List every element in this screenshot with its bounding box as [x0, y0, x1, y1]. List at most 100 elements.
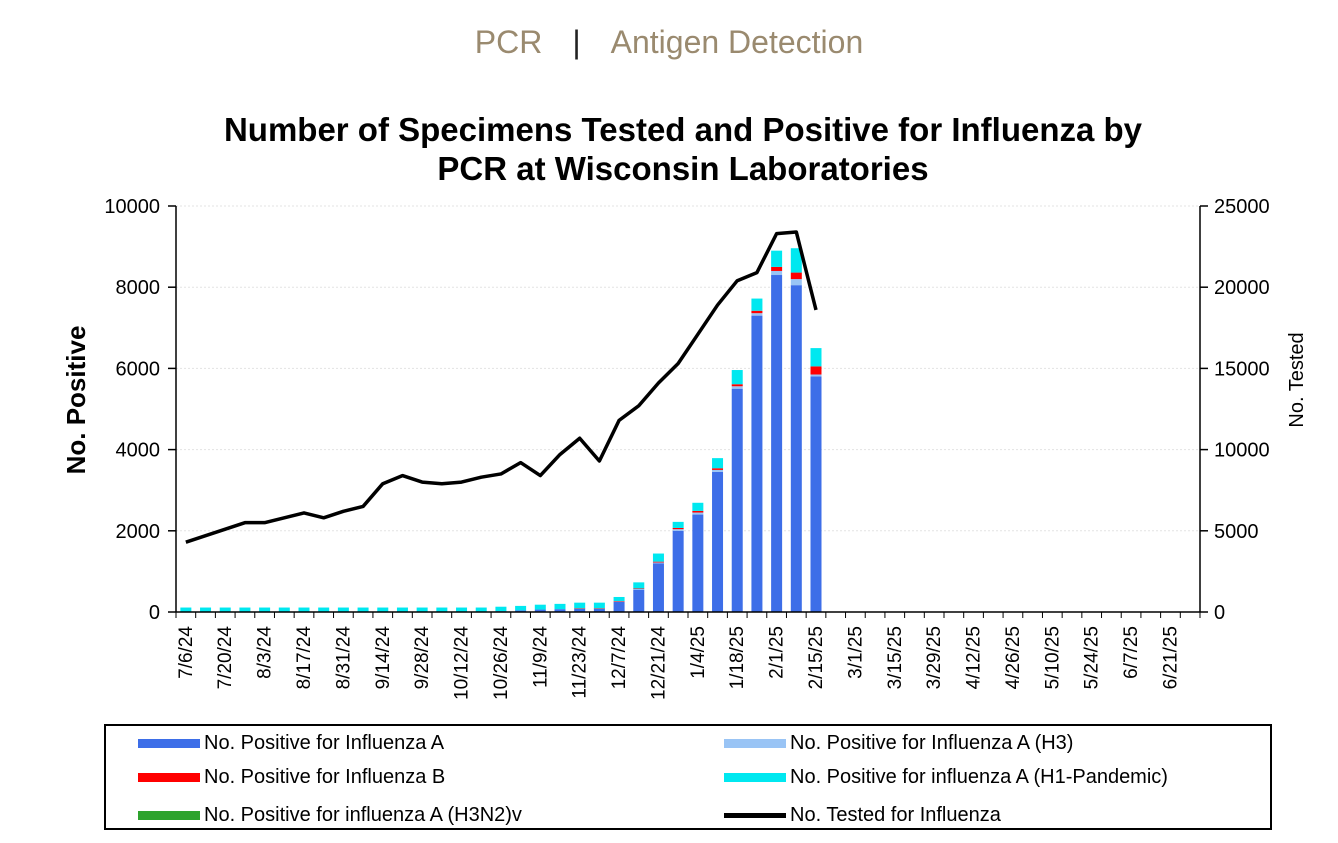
bar-flu_a_h1: [396, 607, 408, 612]
bar-flu_a_h1: [278, 607, 290, 612]
x-tick-label: 3/1/25: [845, 626, 866, 679]
chart-title-line1: Number of Specimens Tested and Positive …: [224, 111, 1143, 148]
y2-axis-label: No. Tested: [1286, 332, 1308, 427]
bar-flu_a: [534, 609, 546, 612]
bar-flu_a: [731, 388, 743, 612]
y-tick-label: 6000: [116, 358, 161, 380]
x-tick-label: 4/26/25: [1003, 626, 1024, 689]
bar-flu_a_h1: [692, 502, 704, 511]
y-tick-label: 10000: [104, 196, 160, 218]
bar-flu_a_h1: [200, 607, 212, 612]
bar-flu_a: [810, 376, 822, 612]
x-tick-label: 1/4/25: [688, 626, 709, 679]
y-tick-label: 0: [149, 602, 160, 624]
bar-flu_b: [633, 588, 645, 589]
legend-item-flu-b: No. Positive for Influenza B: [138, 766, 445, 789]
legend-swatch-flu-a-h1: [724, 773, 786, 782]
bar-flu_a_h1: [534, 604, 546, 610]
y2-tick-label: 25000: [1214, 196, 1270, 218]
bar-flu_a: [672, 530, 684, 612]
bar-flu_a_h1: [790, 248, 802, 273]
bar-flu_a_h1: [613, 596, 625, 602]
x-tick-label: 9/28/24: [412, 626, 433, 690]
x-tick-label: 12/21/24: [648, 626, 669, 700]
chart-title-line2: PCR at Wisconsin Laboratories: [437, 150, 928, 187]
bar-flu_b: [712, 468, 724, 470]
bar-flu_a_h1: [180, 607, 192, 612]
bar-flu_b: [613, 601, 625, 602]
bar-flu_a_h3: [633, 588, 645, 590]
bar-flu_b: [810, 366, 822, 375]
legend-label-flu-a-h1: No. Positive for influenza A (H1-Pandemi…: [790, 766, 1168, 788]
x-tick-label: 6/21/25: [1160, 626, 1181, 689]
bar-flu_a_h1: [771, 250, 783, 267]
bar-flu_a_h1: [731, 370, 743, 385]
bar-flu_a_h1: [712, 458, 724, 469]
x-tick-label: 1/18/25: [727, 626, 748, 689]
bar-flu_a_h1: [377, 607, 389, 612]
x-tick-label: 11/23/24: [570, 626, 591, 699]
x-tick-label: 2/15/25: [806, 626, 827, 689]
bar-flu_a: [751, 315, 763, 612]
y2-tick-label: 0: [1214, 602, 1225, 624]
legend-label-flu-b: No. Positive for Influenza B: [204, 766, 446, 788]
bar-flu_a_h3: [731, 386, 743, 389]
legend-swatch-flu-b: [138, 773, 200, 782]
x-tick-label: 7/6/24: [176, 626, 197, 679]
y-axis-label: No. Positive: [61, 326, 91, 475]
x-tick-label: 5/10/25: [1042, 626, 1063, 689]
legend-label-tested: No. Tested for Influenza: [790, 804, 1001, 826]
bar-flu_b: [672, 527, 684, 530]
tab-antigen-detection[interactable]: Antigen Detection: [610, 24, 864, 60]
y-tick-label: 8000: [116, 277, 161, 299]
chart-tabs: PCR | Antigen Detection: [0, 24, 1338, 61]
bar-flu_a: [652, 563, 664, 612]
bar-flu_a: [613, 601, 625, 612]
y2-tick-label: 10000: [1214, 440, 1270, 462]
bar-flu_a: [692, 514, 704, 612]
bar-flu_a_h3: [810, 374, 822, 377]
bar-flu_a_h3: [672, 529, 684, 531]
x-tick-label: 8/17/24: [294, 626, 315, 690]
bar-flu_a: [633, 589, 645, 612]
x-tick-label: 11/9/24: [530, 626, 551, 688]
legend-item-flu-a-h3n2v: No. Positive for influenza A (H3N2)v: [138, 804, 522, 827]
bar-flu_b: [751, 310, 763, 314]
y2-tick-label: 5000: [1214, 521, 1259, 543]
bar-flu_a_h1: [652, 553, 664, 562]
bar-flu_a: [554, 609, 566, 612]
bar-flu_a_h1: [810, 348, 822, 367]
x-tick-label: 3/29/25: [924, 626, 945, 689]
bar-flu_a: [593, 608, 605, 612]
bar-flu_b: [574, 608, 586, 609]
bar-flu_a_h3: [790, 279, 802, 286]
legend-item-flu-a-h1: No. Positive for influenza A (H1-Pandemi…: [724, 766, 1168, 789]
bar-flu_a: [712, 471, 724, 612]
legend-swatch-flu-a: [138, 739, 200, 748]
bar-flu_a_h3: [751, 313, 763, 316]
y2-tick-label: 15000: [1214, 358, 1270, 380]
bar-flu_a_h1: [219, 607, 231, 612]
bar-flu_b: [731, 384, 743, 387]
bar-flu_a_h1: [239, 607, 251, 612]
legend-label-flu-a: No. Positive for Influenza A: [204, 732, 445, 754]
tab-pcr[interactable]: PCR: [474, 24, 543, 60]
chart-legend: No. Positive for Influenza A No. Positiv…: [104, 724, 1272, 830]
bar-flu_b: [652, 561, 664, 563]
legend-label-flu-a-h3: No. Positive for Influenza A (H3): [790, 732, 1074, 754]
x-tick-label: 5/24/25: [1082, 626, 1103, 689]
bar-flu_a_h1: [337, 607, 349, 612]
legend-swatch-tested: [724, 813, 786, 818]
bar-flu_b: [692, 510, 704, 513]
bar-flu_a_h1: [593, 602, 605, 609]
x-tick-label: 12/7/24: [609, 626, 630, 690]
legend-item-flu-a: No. Positive for Influenza A: [138, 732, 444, 755]
bar-flu_a_h1: [416, 607, 428, 612]
bar-flu_a_h1: [475, 607, 487, 612]
legend-item-flu-a-h3: No. Positive for Influenza A (H3): [724, 732, 1073, 755]
x-tick-label: 10/12/24: [452, 626, 473, 700]
y2-tick-label: 20000: [1214, 277, 1270, 299]
x-tick-label: 8/31/24: [333, 626, 354, 690]
legend-label-flu-a-h3n2v: No. Positive for influenza A (H3N2)v: [204, 804, 522, 826]
bar-flu_a: [771, 275, 783, 612]
